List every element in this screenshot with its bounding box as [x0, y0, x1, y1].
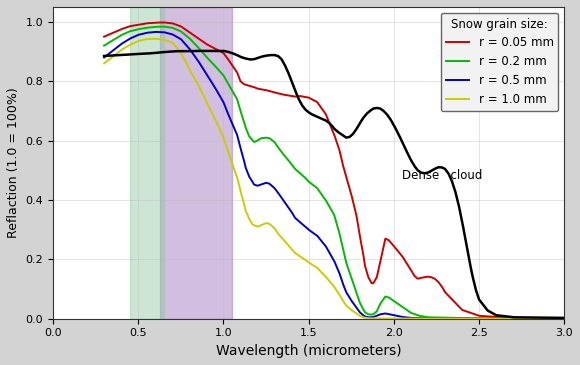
- r = 1.0 mm: [153, 37, 160, 41]
- r = 0.5 mm: [180, 41, 187, 45]
- X-axis label: Wavelength (micrometers): Wavelength (micrometers): [216, 344, 401, 358]
- r = 1.0 mm: [552, 316, 559, 321]
- Text: Dense   cloud: Dense cloud: [403, 169, 483, 182]
- r = 0.2 mm: [180, 32, 187, 36]
- r = 0.2 mm: [100, 43, 107, 48]
- r = 1.0 mm: [100, 61, 107, 66]
- Line: r = 0.5 mm: r = 0.5 mm: [104, 32, 564, 319]
- r = 1.0 mm: [152, 36, 159, 41]
- r = 1.0 mm: [277, 234, 284, 239]
- Legend: r = 0.05 mm, r = 0.2 mm, r = 0.5 mm, r = 1.0 mm: r = 0.05 mm, r = 0.2 mm, r = 0.5 mm, r =…: [441, 13, 559, 111]
- r = 0.2 mm: [561, 316, 568, 321]
- r = 0.5 mm: [552, 316, 559, 321]
- r = 0.2 mm: [160, 24, 167, 29]
- Line: r = 0.2 mm: r = 0.2 mm: [104, 27, 564, 319]
- Line: r = 1.0 mm: r = 1.0 mm: [104, 39, 564, 319]
- r = 0.05 mm: [297, 94, 304, 98]
- r = 0.5 mm: [297, 220, 304, 225]
- r = 0.05 mm: [153, 20, 160, 25]
- Bar: [130, 7, 164, 319]
- r = 0.5 mm: [152, 30, 159, 34]
- r = 0.2 mm: [552, 316, 559, 321]
- r = 0.5 mm: [502, 316, 509, 321]
- r = 0.5 mm: [100, 55, 107, 59]
- r = 0.5 mm: [153, 30, 160, 34]
- r = 0.05 mm: [180, 26, 187, 31]
- r = 0.05 mm: [552, 316, 559, 320]
- r = 0.2 mm: [277, 149, 284, 153]
- Line: r = 0.05 mm: r = 0.05 mm: [104, 22, 564, 319]
- r = 0.2 mm: [502, 316, 509, 321]
- r = 0.2 mm: [297, 172, 304, 176]
- r = 0.5 mm: [561, 316, 568, 321]
- r = 0.5 mm: [277, 195, 284, 199]
- r = 0.05 mm: [100, 34, 107, 39]
- r = 1.0 mm: [561, 316, 568, 321]
- Y-axis label: Reflaction (1.0 = 100%): Reflaction (1.0 = 100%): [7, 88, 20, 238]
- r = 0.05 mm: [561, 316, 568, 321]
- r = 0.05 mm: [277, 92, 284, 96]
- Bar: [160, 7, 232, 319]
- r = 0.2 mm: [153, 24, 160, 29]
- r = 0.05 mm: [502, 315, 509, 320]
- r = 1.0 mm: [297, 255, 304, 259]
- r = 1.0 mm: [180, 57, 187, 61]
- r = 1.0 mm: [502, 316, 509, 321]
- r = 0.05 mm: [160, 20, 167, 24]
